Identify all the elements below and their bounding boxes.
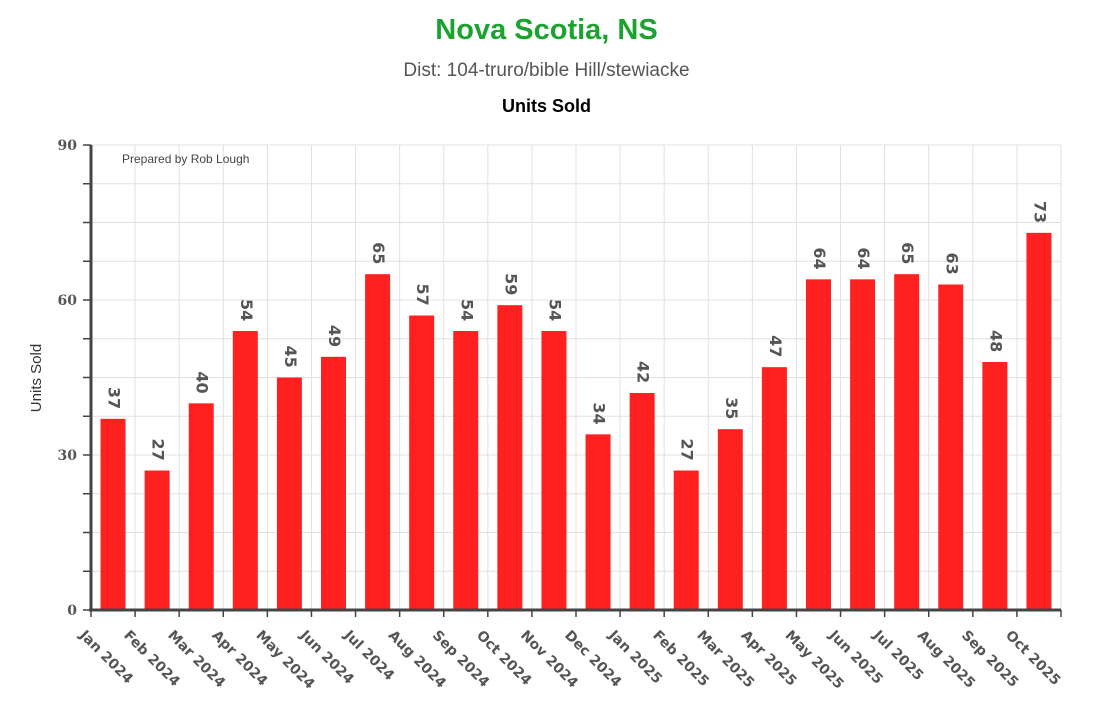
bar — [453, 331, 479, 610]
data-label: 40 — [193, 371, 212, 393]
chart-metric-title: Units Sold — [502, 96, 591, 116]
bar — [497, 305, 523, 610]
bar — [717, 429, 743, 610]
data-label: 54 — [237, 299, 256, 321]
data-label: 73 — [1030, 201, 1049, 223]
data-label: 34 — [590, 402, 609, 424]
axes — [83, 144, 1062, 617]
data-label: 54 — [545, 299, 564, 321]
credit-note: Prepared by Rob Lough — [122, 152, 249, 166]
chart-title: Nova Scotia, NS — [435, 14, 658, 46]
data-label: 27 — [678, 439, 697, 461]
y-tick-labels: 0 30 60 90 — [58, 138, 78, 619]
data-label: 57 — [413, 284, 432, 306]
bar — [673, 470, 699, 610]
bar — [938, 284, 964, 610]
data-labels: 37 27 40 54 45 49 65 57 54 59 54 34 42 27 35 47 64 64 65 63… — [105, 201, 1050, 461]
y-axis-label: Units Sold — [28, 344, 45, 412]
data-label: 59 — [501, 273, 520, 295]
y-tick-label: 90 — [58, 138, 78, 154]
data-label: 42 — [634, 361, 653, 383]
bar — [761, 367, 787, 610]
data-label: 65 — [369, 242, 388, 264]
data-label: 48 — [986, 330, 1005, 352]
bar — [188, 403, 214, 610]
bar — [629, 393, 655, 610]
bar — [100, 418, 126, 610]
data-label: 64 — [810, 247, 829, 269]
bar — [850, 279, 876, 610]
bar — [144, 470, 170, 610]
data-label: 63 — [942, 253, 961, 275]
data-label: 37 — [105, 387, 124, 409]
data-label: 65 — [898, 242, 917, 264]
bar — [585, 434, 611, 610]
bar — [982, 362, 1008, 610]
data-label: 54 — [457, 299, 476, 321]
bar — [1026, 232, 1052, 611]
data-label: 27 — [149, 439, 168, 461]
bar — [321, 356, 346, 610]
bar — [894, 274, 920, 610]
bar — [409, 315, 435, 610]
chart-subtitle: Dist: 104-truro/bible Hill/stewiacke — [403, 60, 690, 81]
data-label: 64 — [854, 247, 873, 269]
bar — [541, 331, 567, 610]
y-tick-label: 0 — [67, 603, 77, 619]
bar — [806, 279, 831, 610]
data-label: 45 — [281, 346, 300, 368]
bar — [276, 377, 302, 610]
y-tick-label: 60 — [58, 293, 78, 309]
y-tick-label: 30 — [58, 448, 78, 464]
data-label: 49 — [325, 325, 344, 347]
data-label: 35 — [722, 397, 741, 419]
bar — [365, 274, 391, 610]
data-label: 47 — [766, 335, 785, 357]
bars-group — [100, 232, 1052, 611]
bar — [232, 331, 258, 610]
